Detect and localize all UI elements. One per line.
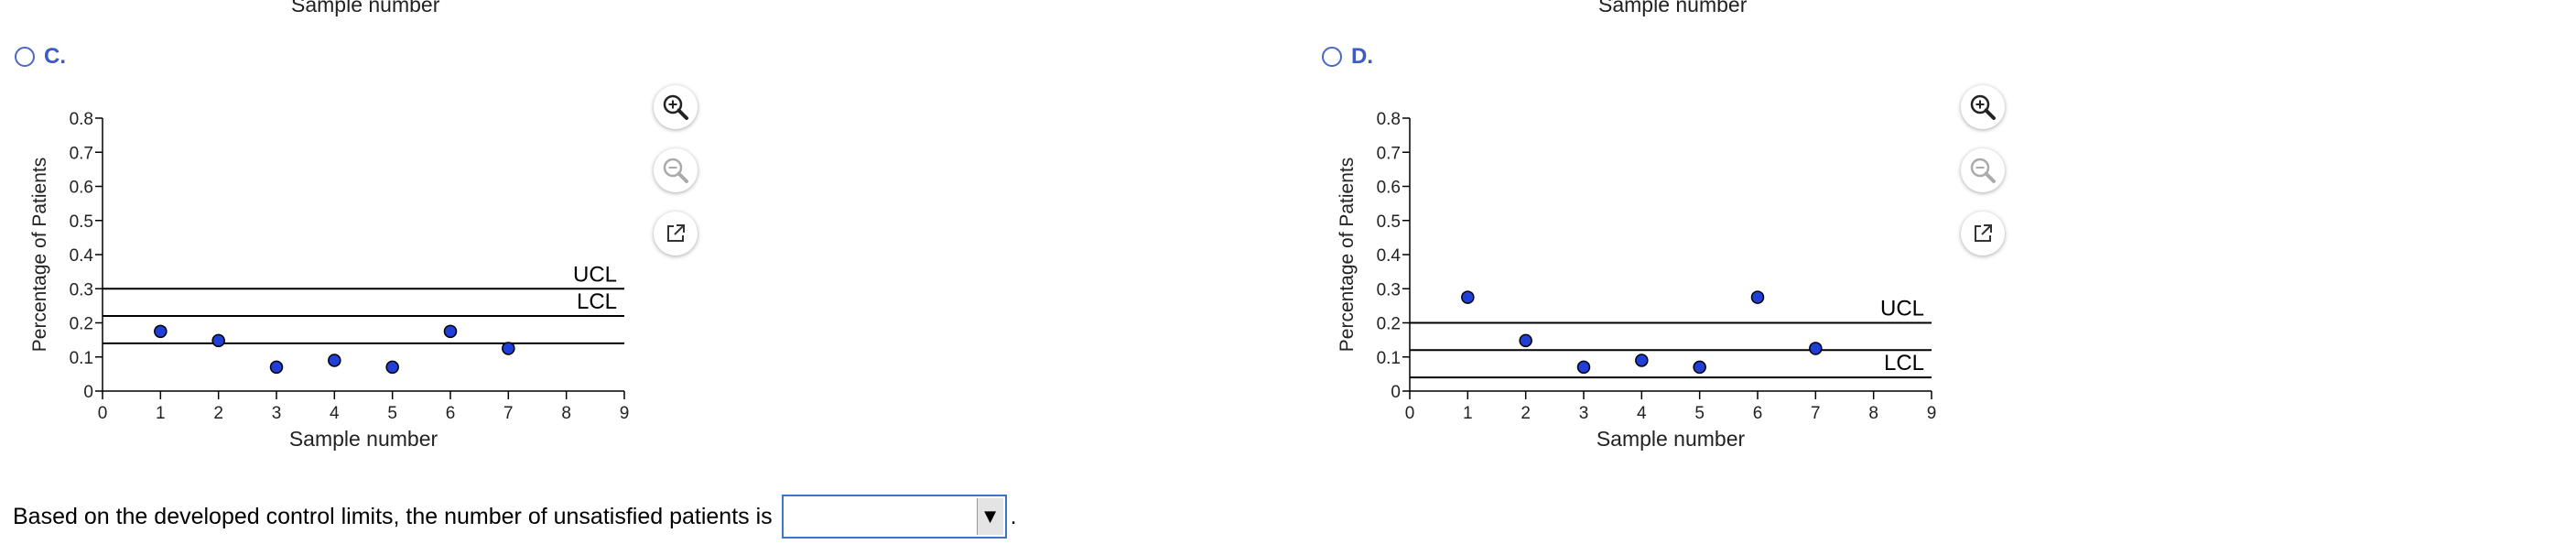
control-limit-label: LCL bbox=[577, 289, 617, 314]
top-xaxis-label-right: Sample number bbox=[1598, 0, 1748, 16]
zoom-in-button-d[interactable] bbox=[1961, 85, 2005, 129]
y-tick-label: 0.3 bbox=[1377, 280, 1401, 299]
zoom-out-icon bbox=[663, 158, 688, 183]
x-tick-label: 4 bbox=[1637, 404, 1647, 423]
chart-option-d: 0 0.1 0.2 0.3 0.4 0.5 0.6 0.7 0.8 0 1 2 3 4 5 6 7 8 9 Sampl… bbox=[1337, 110, 1937, 451]
x-tick-label: 2 bbox=[1521, 404, 1531, 423]
x-tick-label: 0 bbox=[98, 404, 108, 423]
popout-button-d[interactable] bbox=[1961, 212, 2005, 256]
option-c-radio[interactable] bbox=[15, 47, 35, 67]
x-tick-label: 3 bbox=[272, 404, 282, 423]
y-tick-label: 0.7 bbox=[70, 144, 93, 163]
x-tick-label: 5 bbox=[387, 404, 397, 423]
top-xaxis-label-left: Sample number bbox=[291, 0, 440, 16]
y-tick-label: 0.8 bbox=[70, 110, 93, 129]
option-d[interactable]: D. bbox=[1322, 44, 1373, 70]
data-point bbox=[328, 354, 341, 367]
popout-icon bbox=[667, 224, 685, 242]
y-axis-label: Percentage of Patients bbox=[1337, 158, 1358, 352]
y-tick-label: 0.6 bbox=[70, 179, 93, 198]
y-tick-label: 0 bbox=[83, 383, 93, 402]
y-tick-label: 0.7 bbox=[1377, 144, 1401, 163]
popout-icon bbox=[1975, 224, 1992, 242]
data-point bbox=[1519, 333, 1532, 348]
y-tick-label: 0.1 bbox=[70, 349, 93, 368]
x-tick-label: 4 bbox=[330, 404, 340, 423]
y-tick-label: 0.2 bbox=[70, 315, 93, 334]
x-axis-label: Sample number bbox=[1596, 427, 1746, 451]
y-tick-label: 0.4 bbox=[70, 246, 94, 266]
data-point bbox=[211, 333, 225, 348]
data-point bbox=[1750, 290, 1765, 304]
y-tick-label: 0.6 bbox=[1377, 179, 1401, 198]
data-point bbox=[1576, 360, 1591, 375]
x-tick-label: 1 bbox=[1463, 404, 1473, 423]
y-tick-label: 0.4 bbox=[1377, 246, 1402, 266]
question-row: Based on the developed control limits, t… bbox=[13, 495, 1017, 539]
x-tick-label: 7 bbox=[503, 404, 514, 423]
data-point bbox=[1693, 360, 1706, 375]
data-point bbox=[1635, 354, 1649, 367]
zoom-in-icon bbox=[663, 94, 688, 120]
x-tick-label: 5 bbox=[1694, 404, 1705, 423]
x-tick-label: 8 bbox=[1868, 404, 1878, 423]
dropdown-arrow-icon[interactable]: ▼ bbox=[976, 498, 1003, 535]
y-tick-label: 0.3 bbox=[70, 280, 93, 299]
zoom-in-button-c[interactable] bbox=[654, 85, 698, 129]
y-tick-label: 0.2 bbox=[1377, 315, 1401, 334]
zoom-in-icon bbox=[1970, 94, 1996, 120]
y-tick-label: 0.5 bbox=[70, 212, 93, 232]
option-d-label: D. bbox=[1351, 44, 1373, 69]
data-point bbox=[269, 360, 284, 375]
x-tick-label: 6 bbox=[1753, 404, 1763, 423]
data-point bbox=[1809, 342, 1823, 355]
x-tick-label: 1 bbox=[156, 404, 166, 423]
zoom-out-icon bbox=[1970, 158, 1996, 183]
y-axis-label: Percentage of Patients bbox=[29, 158, 50, 352]
data-point bbox=[154, 324, 168, 339]
x-tick-label: 9 bbox=[1927, 404, 1937, 423]
control-limit-label: UCL bbox=[573, 262, 617, 287]
y-tick-label: 0.8 bbox=[1377, 110, 1401, 129]
x-tick-label: 9 bbox=[620, 404, 630, 423]
zoom-out-button-c[interactable] bbox=[654, 148, 698, 192]
data-point bbox=[502, 342, 515, 355]
answer-dropdown[interactable]: ▼ bbox=[781, 495, 1007, 539]
y-tick-label: 0.1 bbox=[1377, 349, 1401, 368]
popout-button-c[interactable] bbox=[654, 212, 698, 256]
control-limit-label: UCL bbox=[1880, 297, 1924, 321]
zoom-out-button-d[interactable] bbox=[1961, 148, 2005, 192]
x-tick-label: 6 bbox=[446, 404, 456, 423]
x-tick-label: 0 bbox=[1405, 404, 1415, 423]
x-tick-label: 8 bbox=[561, 404, 571, 423]
chart-option-c: 0 0.1 0.2 0.3 0.4 0.5 0.6 0.7 0.8 0 1 2 3 4 5 6 7 8 9 Sampl… bbox=[29, 110, 630, 451]
x-tick-label: 3 bbox=[1579, 404, 1589, 423]
option-c-label: C. bbox=[44, 44, 66, 69]
data-point bbox=[385, 360, 399, 375]
data-point bbox=[1461, 290, 1475, 304]
y-tick-label: 0 bbox=[1391, 383, 1401, 402]
option-c[interactable]: C. bbox=[15, 44, 66, 70]
option-d-radio[interactable] bbox=[1322, 47, 1342, 67]
control-limit-label: LCL bbox=[1884, 351, 1924, 375]
question-period: . bbox=[1010, 503, 1017, 529]
data-point bbox=[443, 324, 458, 339]
x-tick-label: 2 bbox=[213, 404, 223, 423]
x-axis-label: Sample number bbox=[289, 427, 438, 451]
y-tick-label: 0.5 bbox=[1377, 212, 1401, 232]
x-tick-label: 7 bbox=[1811, 404, 1821, 423]
question-text: Based on the developed control limits, t… bbox=[13, 503, 773, 529]
